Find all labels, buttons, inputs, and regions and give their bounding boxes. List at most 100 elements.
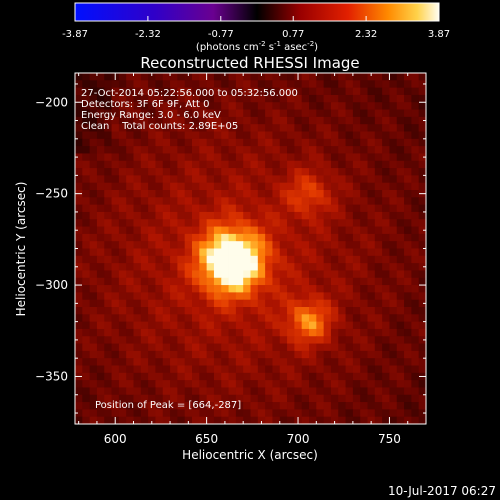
heatmap-cell <box>170 292 178 301</box>
heatmap-cell <box>89 241 98 249</box>
heatmap-cell <box>382 153 390 162</box>
heatmap-cell <box>360 153 368 162</box>
heatmap-cell <box>75 299 83 308</box>
heatmap-cell <box>382 124 390 132</box>
heatmap-cell <box>287 138 295 147</box>
heatmap-cell <box>221 248 229 257</box>
heatmap-cell <box>184 292 193 301</box>
heatmap-cell <box>243 146 251 154</box>
heatmap-cell <box>82 270 91 279</box>
heatmap-cell <box>279 365 288 374</box>
heatmap-cell <box>126 175 134 184</box>
heatmap-cell <box>323 394 332 403</box>
heatmap-cell <box>177 87 186 96</box>
heatmap-cell <box>170 116 178 125</box>
heatmap-cell <box>177 336 186 344</box>
heatmap-cell <box>360 73 368 81</box>
heatmap-cell <box>309 263 317 271</box>
heatmap-cell <box>374 321 383 330</box>
heatmap-cell <box>404 109 412 118</box>
heatmap-cell <box>206 416 215 424</box>
heatmap-cell <box>221 233 229 242</box>
heatmap-cell <box>309 365 317 374</box>
heatmap-cell <box>367 102 376 110</box>
heatmap-cell <box>206 131 215 140</box>
heatmap-cell <box>243 380 251 388</box>
heatmap-cell <box>272 211 281 220</box>
heatmap-cell <box>265 387 273 396</box>
heatmap-cell <box>206 153 215 162</box>
heatmap-cell <box>250 343 259 352</box>
heatmap-cell <box>396 255 405 264</box>
heatmap-cell <box>250 73 259 81</box>
heatmap-cell <box>330 94 339 103</box>
heatmap-cell <box>338 365 346 374</box>
heatmap-cell <box>221 358 229 366</box>
heatmap-cell <box>192 270 200 279</box>
heatmap-cell <box>404 255 412 264</box>
heatmap-cell <box>338 168 346 176</box>
heatmap-cell <box>221 277 229 286</box>
heatmap-cell <box>250 241 259 249</box>
heatmap-cell <box>184 109 193 118</box>
heatmap-cell <box>330 394 339 403</box>
heatmap-cell <box>177 102 186 110</box>
heatmap-cell <box>104 153 112 162</box>
heatmap-cell <box>352 402 361 410</box>
heatmap-cell <box>213 350 222 359</box>
heatmap-cell <box>396 277 405 286</box>
heatmap-cell <box>133 387 142 396</box>
heatmap-cell <box>272 255 281 264</box>
heatmap-cell <box>338 190 346 198</box>
heatmap-cell <box>243 358 251 366</box>
heatmap-cell <box>411 219 420 227</box>
heatmap-cell <box>133 394 142 403</box>
heatmap-cell <box>140 255 149 264</box>
heatmap-cell <box>75 160 83 169</box>
heatmap-cell <box>235 233 244 242</box>
heatmap-cell <box>111 402 120 410</box>
heatmap-cell <box>206 190 215 198</box>
heatmap-cell <box>411 365 420 374</box>
heatmap-cell <box>75 138 83 147</box>
heatmap-cell <box>396 307 405 315</box>
heatmap-cell <box>404 409 412 418</box>
heatmap-cell <box>309 160 317 169</box>
heatmap-cell <box>352 270 361 279</box>
heatmap-cell <box>213 116 222 125</box>
heatmap-cell <box>111 277 120 286</box>
heatmap-cell <box>265 109 273 118</box>
heatmap-cell <box>206 358 215 366</box>
heatmap-cell <box>82 131 91 140</box>
heatmap-cell <box>338 321 346 330</box>
heatmap-cell <box>257 168 266 176</box>
heatmap-cell <box>257 343 266 352</box>
heatmap-cell <box>250 307 259 315</box>
heatmap-cell <box>352 138 361 147</box>
heatmap-cell <box>221 343 229 352</box>
heatmap-cell <box>177 328 186 337</box>
heatmap-cell <box>75 270 83 279</box>
heatmap-cell <box>228 285 237 293</box>
heatmap-cell <box>287 358 295 366</box>
heatmap-cell <box>272 416 281 424</box>
heatmap-cell <box>374 285 383 293</box>
heatmap-cell <box>316 358 325 366</box>
heatmap-cell <box>184 255 193 264</box>
heatmap-cell <box>162 248 171 257</box>
heatmap-cell <box>374 175 383 184</box>
heatmap-cell <box>221 270 229 279</box>
heatmap-cell <box>177 160 186 169</box>
heatmap-cell <box>309 292 317 301</box>
heatmap-cell <box>133 380 142 388</box>
heatmap-cell <box>199 292 208 301</box>
heatmap-cell <box>148 73 156 81</box>
heatmap-cell <box>184 241 193 249</box>
colorbar-tick-label: 2.32 <box>355 29 377 40</box>
heatmap-cell <box>287 387 295 396</box>
heatmap-cell <box>170 255 178 264</box>
heatmap-cell <box>287 80 295 89</box>
heatmap-cell <box>213 94 222 103</box>
heatmap-cell <box>411 204 420 213</box>
heatmap-cell <box>396 219 405 227</box>
